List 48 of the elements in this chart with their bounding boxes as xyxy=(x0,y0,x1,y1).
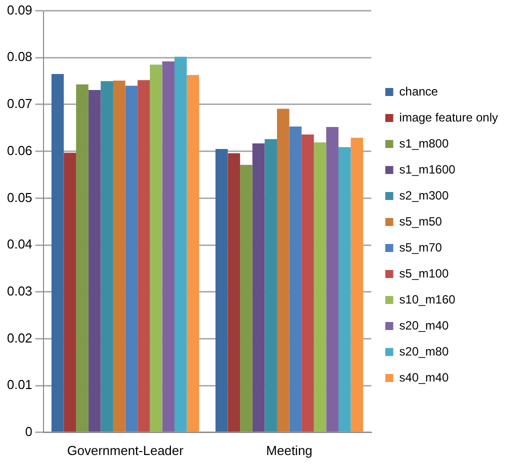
legend-label: s5_m70 xyxy=(399,240,442,254)
bar xyxy=(252,143,265,432)
legend-label: s5_m50 xyxy=(399,214,442,228)
y-tick-label: 0.03 xyxy=(6,283,32,298)
bar xyxy=(64,152,76,432)
bar xyxy=(326,126,338,432)
bar xyxy=(289,126,302,432)
y-tick-label: 0.02 xyxy=(6,330,32,346)
x-tick-label: Meeting xyxy=(266,442,312,458)
bar xyxy=(302,134,314,432)
bar xyxy=(125,86,138,432)
bar xyxy=(100,81,113,432)
y-tick-label: 0.09 xyxy=(6,2,32,18)
bar xyxy=(52,74,64,432)
legend-label: s1_m800 xyxy=(399,136,449,150)
y-tick-label: 0.01 xyxy=(6,377,32,392)
bar xyxy=(240,164,252,432)
y-tick-label: 0.04 xyxy=(6,236,32,252)
bar xyxy=(112,80,126,432)
bar xyxy=(138,80,150,432)
bar xyxy=(76,84,88,432)
y-tick-label: 0.06 xyxy=(6,142,32,158)
legend-label: s5_m100 xyxy=(399,266,449,280)
legend-label: image feature only xyxy=(399,110,498,124)
bar xyxy=(88,90,101,432)
bar xyxy=(150,64,162,432)
bar xyxy=(174,56,187,432)
y-tick-label: 0.05 xyxy=(6,190,32,205)
legend-label: chance xyxy=(399,84,438,98)
bar xyxy=(276,108,290,432)
legend-label: s10_m160 xyxy=(399,292,456,306)
bar xyxy=(186,74,200,432)
legend-label: s20_m40 xyxy=(399,318,449,332)
y-tick-label: 0 xyxy=(25,424,32,439)
bar xyxy=(162,61,174,432)
legend-label: s1_m1600 xyxy=(399,162,456,176)
legend-label: s2_m300 xyxy=(399,188,449,202)
y-tick-label: 0.08 xyxy=(6,49,32,64)
bar xyxy=(350,138,364,432)
bar xyxy=(215,148,228,432)
legend-label: s40_m40 xyxy=(399,370,449,384)
bar xyxy=(264,139,277,432)
legend-label: s20_m80 xyxy=(399,344,449,358)
bar xyxy=(338,147,351,432)
y-tick-label: 0.07 xyxy=(6,96,32,112)
bar xyxy=(314,142,326,432)
x-tick-label: Government-Leader xyxy=(67,442,184,458)
bar xyxy=(228,153,240,432)
